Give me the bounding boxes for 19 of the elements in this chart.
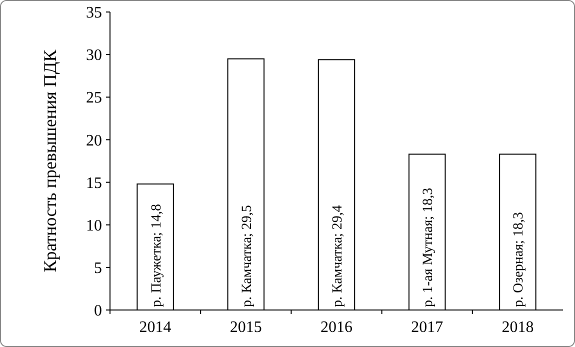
y-tick-label: 15 [86,174,102,192]
y-axis-title: Кратность превышения ПДК [40,48,60,272]
y-tick-label: 5 [94,260,102,278]
y-tick-label: 20 [86,132,102,150]
y-tick-label: 0 [94,302,102,320]
data-label: р. Паужетка; 14,8 [149,204,164,307]
y-tick-label: 30 [86,47,102,64]
x-tick-label: 2018 [502,319,534,336]
x-tick-label: 2014 [139,319,172,336]
y-tick-label: 25 [86,90,102,107]
x-tick-label: 2016 [320,319,352,336]
y-tick-label: 35 [86,4,102,22]
data-label: р. 1-ая Мутная; 18,3 [421,188,436,307]
y-tick-label: 10 [86,217,102,234]
data-label: р. Камчатка; 29,4 [330,205,346,307]
x-tick-label: 2015 [230,319,262,336]
data-label: р. Озерная; 18,3 [512,212,527,307]
data-label: р. Камчатка; 29,5 [240,205,255,307]
x-tick-label: 2017 [411,319,444,336]
